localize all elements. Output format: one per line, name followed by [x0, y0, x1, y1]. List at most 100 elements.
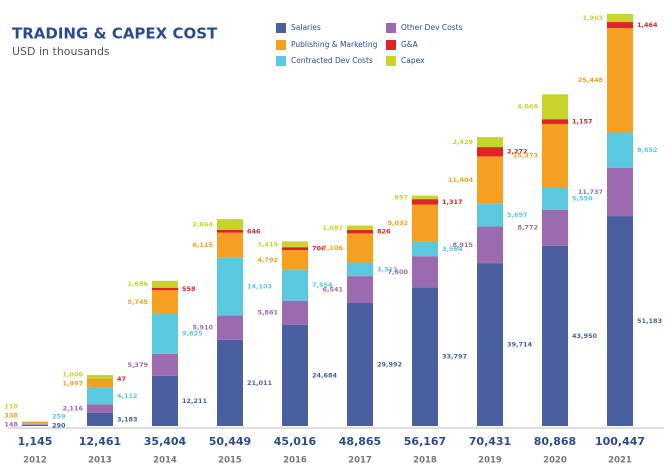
bar-segment: [347, 225, 373, 231]
value-label: 259: [52, 412, 66, 420]
x-tick-label: 2013: [88, 456, 112, 466]
value-label: 1,464: [637, 21, 658, 29]
bar-segment: [542, 209, 568, 246]
value-label: 1,006: [62, 370, 83, 378]
bar-segment: [347, 302, 373, 426]
bar-segment: [542, 123, 568, 187]
value-label: 51,183: [637, 317, 662, 325]
value-label: 5,550: [572, 194, 593, 202]
value-label: 338: [4, 412, 18, 420]
bar-segment: [607, 28, 633, 133]
bar-segment: [477, 263, 503, 426]
total-label: 56,167: [404, 435, 446, 448]
legend-swatch: [386, 40, 396, 50]
legend-label: Salaries: [291, 23, 321, 32]
bar-segment: [347, 233, 373, 263]
bar-segment: [607, 167, 633, 217]
value-label: 5,379: [127, 361, 148, 369]
bar-segment: [217, 219, 243, 231]
value-label: 2,116: [62, 405, 83, 413]
total-label: 70,431: [469, 435, 511, 448]
value-label: 2,664: [192, 221, 213, 229]
value-label: 290: [52, 421, 66, 429]
value-label: 1,419: [257, 240, 278, 248]
value-label: 15,373: [513, 151, 538, 159]
total-label: 1,145: [18, 435, 53, 448]
bar-segment: [412, 256, 438, 288]
total-label: 12,461: [79, 435, 121, 448]
value-label: 4,792: [257, 256, 278, 264]
legend-label: G&A: [401, 40, 419, 49]
value-label: 7,554: [312, 281, 333, 289]
value-label: 5,697: [507, 211, 528, 219]
value-label: 47: [117, 375, 126, 383]
value-label: 8,772: [517, 224, 538, 232]
chart-title: TRADING & CAPEX COST: [12, 25, 218, 43]
value-label: 43,950: [572, 332, 598, 340]
value-label: 11,737: [578, 188, 603, 196]
legend-label: Capex: [401, 56, 425, 65]
bar-segment: [217, 339, 243, 426]
bar-segment: [412, 204, 438, 242]
value-label: 25,448: [578, 76, 604, 84]
total-label: 100,447: [595, 435, 645, 448]
bar-segment: [412, 241, 438, 257]
value-label: 4,112: [117, 392, 138, 400]
bar-segment: [87, 379, 113, 388]
value-label: 1,087: [322, 224, 343, 232]
bar-segment: [152, 313, 178, 354]
value-label: 1,963: [582, 14, 603, 22]
x-tick-label: 2021: [608, 456, 632, 466]
x-tick-label: 2019: [478, 456, 502, 466]
x-tick-label: 2014: [153, 456, 177, 466]
value-label: 11,404: [448, 176, 474, 184]
bar-segment: [542, 245, 568, 426]
value-label: 9,032: [387, 219, 408, 227]
value-label: 39,714: [507, 341, 533, 349]
bar-segment: [347, 230, 373, 234]
value-label: 646: [247, 227, 261, 235]
value-label: 12,211: [182, 397, 208, 405]
bar-segment: [542, 186, 568, 210]
value-label: 3,183: [117, 415, 138, 423]
bar-segment: [412, 287, 438, 426]
legend-swatch: [276, 56, 286, 66]
bar-segment: [217, 230, 243, 233]
value-label: 110: [4, 403, 18, 411]
bar-segment: [282, 247, 308, 251]
bar-segment: [152, 375, 178, 426]
legend-swatch: [386, 56, 396, 66]
value-label: 8,915: [452, 241, 473, 249]
total-label: 45,016: [274, 435, 317, 448]
value-label: 2,272: [507, 148, 528, 156]
value-label: 9,825: [182, 330, 203, 338]
x-tick-label: 2018: [413, 456, 437, 466]
bar-segment: [22, 424, 48, 425]
bar-segment: [477, 156, 503, 204]
bar-segment: [477, 147, 503, 157]
value-label: 6,115: [192, 241, 213, 249]
chart-subtitle: USD in thousands: [12, 45, 110, 58]
bar-segment: [282, 250, 308, 270]
x-tick-label: 2015: [218, 456, 242, 466]
value-label: 3,564: [442, 245, 463, 253]
value-label: 706: [312, 245, 326, 253]
value-label: 857: [394, 193, 408, 201]
value-label: 33,797: [442, 353, 467, 361]
bar-segment: [282, 269, 308, 301]
legend-label: Publishing & Marketing: [291, 40, 378, 49]
bar-segment: [607, 14, 633, 23]
value-label: 1,157: [572, 118, 593, 126]
bar-segment: [347, 262, 373, 277]
bar-segment: [347, 276, 373, 303]
bar-segment: [152, 289, 178, 314]
total-label: 50,449: [209, 435, 251, 448]
legend-swatch: [276, 23, 286, 33]
total-label: 80,868: [534, 435, 576, 448]
value-label: 2,429: [452, 138, 473, 146]
bar-segment: [477, 137, 503, 148]
x-tick-label: 2020: [543, 456, 567, 466]
bar-segment: [87, 387, 113, 405]
value-label: 148: [4, 421, 18, 429]
